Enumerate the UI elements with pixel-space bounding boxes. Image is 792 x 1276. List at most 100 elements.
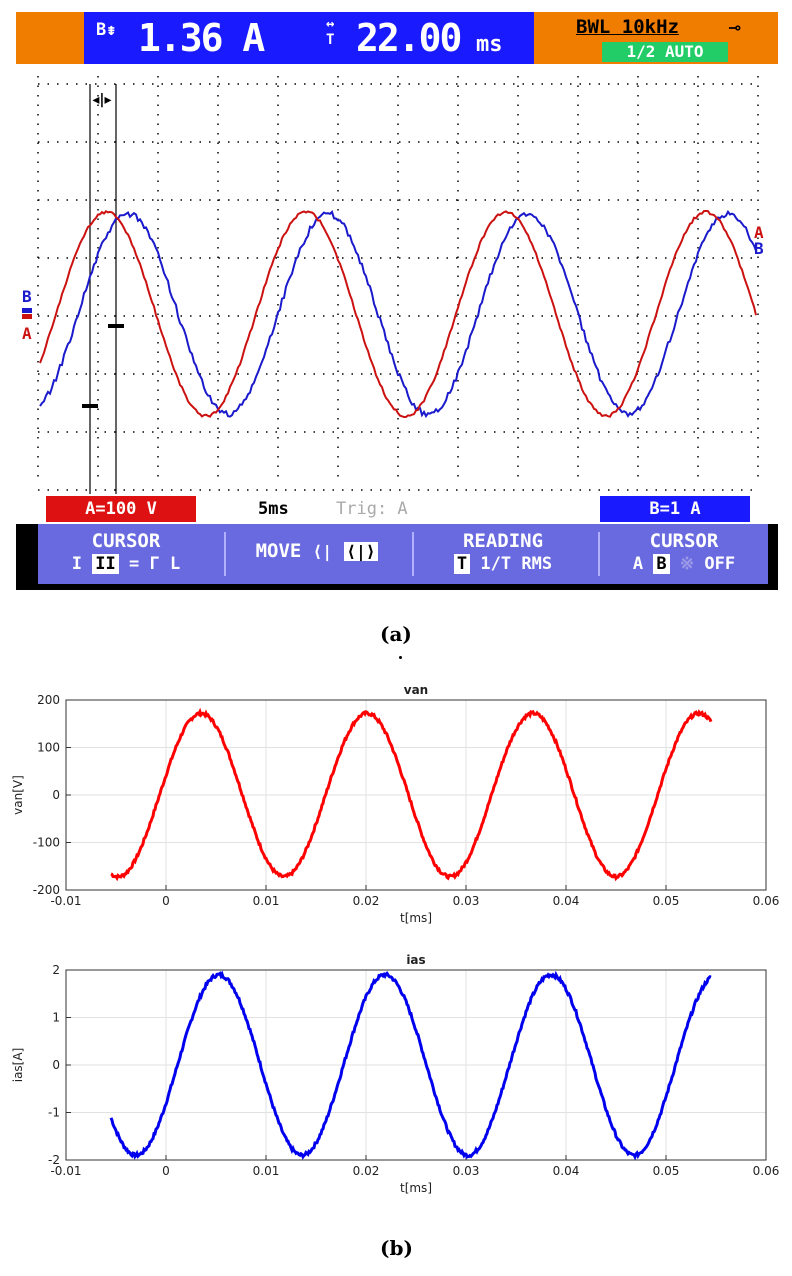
period-value: 22.00 bbox=[356, 16, 462, 60]
marker-a-left: A bbox=[22, 324, 32, 343]
cursor-type-title: CURSOR bbox=[91, 530, 161, 552]
y-tick-label: 0 bbox=[52, 1058, 60, 1072]
current-plot: -0.01 0 0.01 0.02 0.03 0.04 0.05 0.06 2 1 0 -1 -2 ias… bbox=[0, 946, 792, 1216]
y-tick-label: 100 bbox=[37, 741, 60, 755]
trigger-label: Trig: A bbox=[336, 499, 408, 519]
move-title: MOVE ⟨| ⟨|⟩ bbox=[232, 540, 402, 563]
x-tick-label: 0.03 bbox=[453, 894, 480, 908]
x-tick-label: 0.03 bbox=[453, 1164, 480, 1178]
cursor-channel-ab: ※ bbox=[679, 554, 695, 574]
scope-status-bar: A=100 V 5ms Trig: A B=1 A bbox=[16, 494, 778, 524]
cursor-type-options: I II = Γ L bbox=[46, 552, 206, 576]
cursor-option-single[interactable]: I bbox=[71, 554, 82, 574]
cursor-option-fall[interactable]: L bbox=[169, 554, 181, 574]
x-tick-label: 0.01 bbox=[253, 894, 280, 908]
reading-options: T 1/T RMS bbox=[418, 552, 588, 576]
readout-channel-label: B⇟ bbox=[96, 20, 117, 40]
caption-a: (a) bbox=[380, 622, 412, 646]
plot-border bbox=[65, 969, 767, 1161]
scope-softkey-menu: CURSOR I II = Γ L MOVE ⟨| ⟨|⟩ READING T … bbox=[38, 524, 768, 584]
y-tick-label: 1 bbox=[52, 1011, 60, 1025]
plot-border bbox=[65, 699, 767, 891]
voltage-trace bbox=[39, 210, 757, 418]
y-tick-label: -100 bbox=[33, 836, 60, 850]
x-tick-label: 0.06 bbox=[753, 1164, 780, 1178]
plot-title: van bbox=[404, 683, 428, 697]
cursor-move-icon: ◂|▸ bbox=[92, 92, 111, 108]
plot-title: ias bbox=[406, 953, 425, 967]
reading-option-rms[interactable]: RMS bbox=[521, 554, 553, 574]
cursor-channel-menu[interactable]: CURSOR A B ※ OFF bbox=[604, 524, 764, 584]
x-tick-label: 0.06 bbox=[753, 894, 780, 908]
channel-b-scale: B=1 A bbox=[600, 496, 750, 522]
reading-option-frequency[interactable]: 1/T bbox=[480, 554, 512, 574]
cursor-option-horizontal[interactable]: = bbox=[128, 554, 140, 574]
x-axis-label: t[ms] bbox=[400, 1181, 432, 1195]
series-line bbox=[110, 707, 713, 882]
cursor-option-vertical[interactable]: II bbox=[92, 554, 119, 574]
y-axis-label: ias[A] bbox=[11, 1048, 25, 1083]
cursor-channel-a[interactable]: A bbox=[632, 554, 644, 574]
move-menu[interactable]: MOVE ⟨| ⟨|⟩ bbox=[232, 524, 402, 584]
menu-divider bbox=[598, 532, 600, 576]
current-plot-svg: -0.01 0 0.01 0.02 0.03 0.04 0.05 0.06 2 1 0 -1 -2 ias… bbox=[11, 953, 780, 1195]
x-tick-label: 0.05 bbox=[653, 1164, 680, 1178]
x-axis-label: t[ms] bbox=[400, 911, 432, 925]
readout-value: 1.36 A bbox=[138, 16, 265, 60]
separator-dot bbox=[399, 656, 402, 659]
x-tick-label: 0.01 bbox=[253, 1164, 280, 1178]
marker-b-right: B bbox=[754, 239, 764, 258]
cursor-channel-title: CURSOR bbox=[649, 530, 719, 552]
x-tick-label: 0.02 bbox=[353, 894, 380, 908]
period-label: ↔ T bbox=[326, 16, 335, 48]
cursor-type-menu[interactable]: CURSOR I II = Γ L bbox=[46, 524, 206, 584]
marker-b-left: B bbox=[22, 287, 32, 306]
move-cursor-left-icon[interactable]: ⟨| bbox=[312, 542, 333, 561]
y-tick-label: 2 bbox=[52, 963, 60, 977]
period-unit: ms bbox=[476, 32, 503, 57]
cursor-option-rise[interactable]: Γ bbox=[149, 554, 160, 574]
current-trace bbox=[39, 209, 757, 419]
y-axis-label: van[V] bbox=[11, 775, 25, 815]
reading-menu[interactable]: READING T 1/T RMS bbox=[418, 524, 588, 584]
reading-option-t[interactable]: T bbox=[453, 554, 471, 574]
channel-a-scale: A=100 V bbox=[46, 496, 196, 522]
menu-divider bbox=[412, 532, 414, 576]
series-line bbox=[109, 970, 712, 1161]
cursor-marker-2 bbox=[108, 324, 124, 328]
marker-a-right: A bbox=[754, 223, 764, 242]
cursor-channel-b[interactable]: B bbox=[653, 554, 670, 574]
x-tick-label: 0 bbox=[162, 1164, 170, 1178]
cursor-channel-off[interactable]: OFF bbox=[704, 554, 736, 574]
bandwidth-limit-label: BWL 10kHz bbox=[576, 16, 679, 38]
oscilloscope-screen: B⇟ 1.36 A ↔ T 22.00 ms BWL 10kHz ⊸ 1/2 AU… bbox=[16, 12, 778, 590]
menu-divider bbox=[224, 532, 226, 576]
voltage-plot: -0.01 0 0.01 0.02 0.03 0.04 0.05 0.06 200 100 0 -10… bbox=[0, 676, 792, 946]
auto-mode-badge: 1/2 AUTO bbox=[602, 42, 728, 62]
x-tick-label: 0 bbox=[162, 894, 170, 908]
voltage-plot-svg: -0.01 0 0.01 0.02 0.03 0.04 0.05 0.06 200 100 0 -10… bbox=[11, 683, 780, 925]
x-tick-label: 0.04 bbox=[553, 1164, 580, 1178]
x-tick-label: 0.02 bbox=[353, 1164, 380, 1178]
x-tick-label: -0.01 bbox=[50, 894, 81, 908]
y-tick-label: 200 bbox=[37, 693, 60, 707]
scope-waveform-area: ◂|▸ B A A B bbox=[16, 64, 778, 494]
power-plug-icon: ⊸ bbox=[728, 18, 742, 37]
caption-b: (b) bbox=[380, 1236, 413, 1260]
measurement-readout-box bbox=[84, 12, 534, 64]
cursor-channel-options: A B ※ OFF bbox=[604, 552, 764, 576]
x-tick-label: 0.04 bbox=[553, 894, 580, 908]
y-tick-label: -1 bbox=[48, 1106, 60, 1120]
timebase-label: 5ms bbox=[258, 499, 289, 519]
x-tick-label: -0.01 bbox=[50, 1164, 81, 1178]
x-tick-label: 0.05 bbox=[653, 894, 680, 908]
cursor-marker-1 bbox=[82, 404, 98, 408]
reading-title: READING bbox=[462, 530, 544, 552]
marker-b-bar bbox=[22, 308, 32, 313]
y-tick-label: -200 bbox=[33, 883, 60, 897]
marker-a-bar bbox=[22, 314, 32, 319]
y-tick-label: 0 bbox=[52, 788, 60, 802]
y-tick-label: -2 bbox=[48, 1153, 60, 1167]
move-cursor-active-icon[interactable]: ⟨|⟩ bbox=[343, 542, 379, 561]
